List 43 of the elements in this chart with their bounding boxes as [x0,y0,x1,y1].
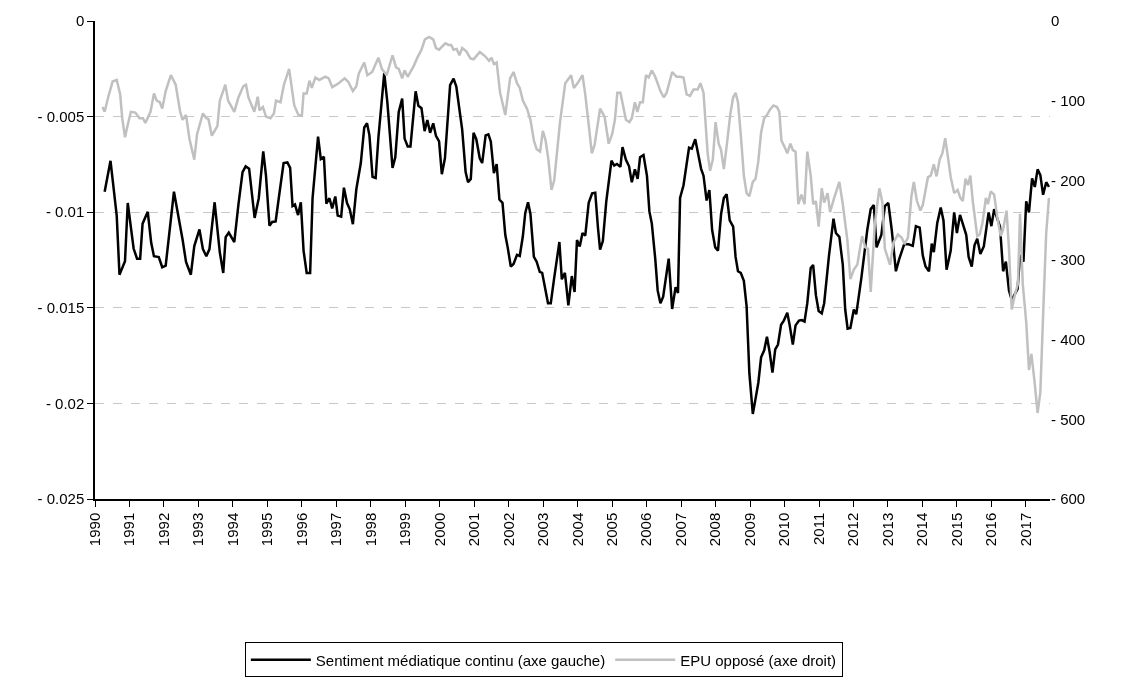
x-tick-label: 2016 [982,512,1000,547]
y-tick-label: - 0.02 [45,394,85,412]
x-tick-label: 2008 [706,512,724,547]
x-tick-label: 1996 [292,512,310,547]
legend-label: EPU opposé (axe droit) [680,651,837,669]
legend-label: Sentiment médiatique continu (axe gauche) [315,651,606,669]
x-tick-label: 1992 [154,512,172,547]
x-tick-label: 1997 [327,512,345,547]
x-tick-label: 2005 [603,512,621,547]
y2-tick-label: - 600 [1051,490,1086,508]
x-tick-label: 2009 [740,512,758,547]
x-tick-label: 2001 [465,512,483,547]
y-tick-label: - 0.005 [37,107,85,125]
x-tick-label: 2002 [499,512,517,547]
x-tick-label: 2014 [913,512,931,547]
x-tick-label: 2010 [775,512,793,547]
x-tick-label: 1994 [223,512,241,547]
x-tick-label: 1990 [85,512,103,547]
y2-tick-label: - 100 [1051,91,1086,109]
x-tick-label: 2003 [534,512,552,547]
x-tick-label: 2007 [671,512,689,547]
y2-tick-label: - 400 [1051,330,1086,348]
x-tick-label: 2013 [878,512,896,547]
x-tick-label: 1998 [361,512,379,547]
x-tick-label: 2017 [1016,512,1034,547]
x-tick-label: 2006 [637,512,655,547]
y-tick-label: - 0.025 [37,490,85,508]
x-tick-label: 2000 [430,512,448,547]
y-tick-label: - 0.01 [45,203,85,221]
x-tick-label: 2012 [844,512,862,547]
x-tick-label: 1993 [189,512,207,547]
y2-tick-label: - 300 [1051,251,1086,269]
y-tick-label: - 0.015 [37,299,85,317]
x-tick-label: 1995 [258,512,276,547]
x-tick-label: 2011 [809,512,827,546]
y2-tick-label: 0 [1051,12,1060,30]
y2-tick-label: - 200 [1051,171,1086,189]
x-tick-label: 1991 [120,512,138,547]
y-tick-label: 0 [75,12,85,30]
x-tick-label: 2015 [947,512,965,547]
x-tick-label: 2004 [568,512,586,547]
y2-tick-label: - 500 [1051,410,1086,428]
x-tick-label: 1999 [396,512,414,547]
